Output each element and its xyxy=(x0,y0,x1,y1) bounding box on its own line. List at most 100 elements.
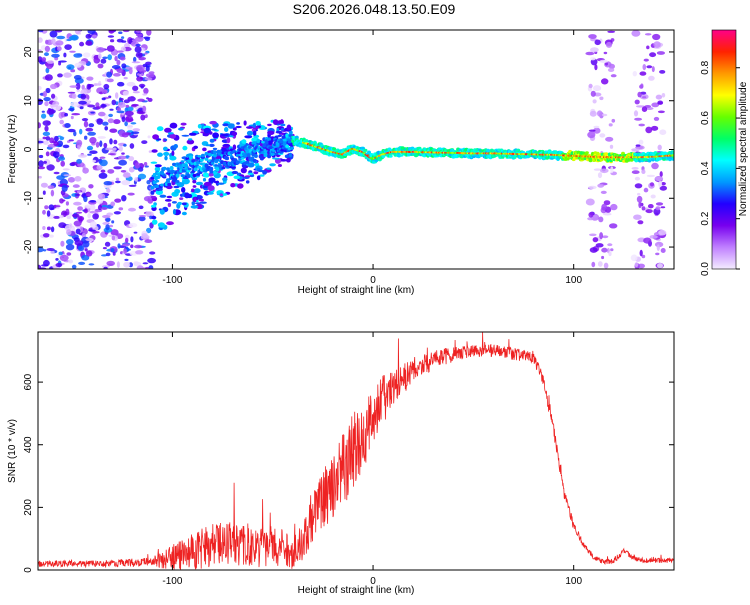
heatmap-noise-cell xyxy=(64,123,71,128)
heatmap-energy-cell xyxy=(280,123,286,127)
heatmap-ridge-cell xyxy=(261,140,266,144)
heatmap-noise-cell xyxy=(588,129,596,132)
heatmap-ridge-cell xyxy=(285,144,290,148)
heatmap-noise-cell xyxy=(41,113,47,119)
heatmap-energy-cell xyxy=(169,155,177,161)
heatmap-energy-cell xyxy=(157,152,163,157)
heatmap-noise-cell xyxy=(49,104,59,108)
heatmap-ridge-cell xyxy=(150,190,155,195)
heatmap-energy-cell xyxy=(253,171,259,175)
heatmap-noise-cell xyxy=(105,147,114,151)
heatmap-noise-cell xyxy=(659,70,666,74)
heatmap-noise-cell xyxy=(654,176,664,182)
heatmap-noise-cell xyxy=(134,177,139,182)
heatmap-noise-cell xyxy=(74,30,81,34)
heatmap-noise-cell xyxy=(77,206,83,211)
colorbar: 0.0 0.2 0.4 0.6 0.8 Normalized spectral ampl… xyxy=(700,29,749,276)
heatmap-energy-cell xyxy=(150,195,156,199)
heatmap-noise-cell xyxy=(116,50,124,53)
heatmap-noise-cell xyxy=(136,76,144,82)
heatmap-energy-cell xyxy=(245,180,250,184)
heatmap-ridge-cell xyxy=(237,151,241,154)
heatmap-noise-cell xyxy=(88,263,95,266)
heatmap-noise-cell xyxy=(593,125,600,129)
snr-ylabel: SNR (10 * v/v) xyxy=(7,419,18,483)
heatmap-energy-cell xyxy=(213,180,220,184)
heatmap-noise-cell xyxy=(638,201,642,209)
heatmap-noise-cell xyxy=(655,94,663,100)
heatmap-noise-cell xyxy=(107,35,115,38)
heatmap-noise-cell xyxy=(133,261,142,267)
heatmap-noise-cell xyxy=(648,75,655,81)
heatmap-noise-cell xyxy=(83,195,88,203)
heatmap-noise-cell xyxy=(46,210,51,217)
heatmap-noise-cell xyxy=(87,212,91,219)
heatmap-energy-cell xyxy=(151,206,157,212)
heatmap-noise-cell xyxy=(121,152,125,155)
heatmap-noise-cell xyxy=(54,135,59,142)
heatmap-noise-cell xyxy=(111,99,117,106)
heatmap-noise-cell xyxy=(86,83,92,90)
colorbar-frame xyxy=(711,29,737,270)
heatmap-energy-cell xyxy=(208,143,215,147)
heatmap-noise-cell xyxy=(97,63,104,69)
heatmap-noise-cell xyxy=(642,64,647,71)
heatmap-noise-cell xyxy=(46,164,55,171)
heatmap-noise-cell xyxy=(44,74,53,81)
heatmap-ridge-cell xyxy=(193,167,198,172)
heatmap-noise-cell xyxy=(105,252,111,257)
heatmap-ridge-cell xyxy=(192,173,197,178)
heatmap-noise-cell xyxy=(124,110,134,117)
heatmap-noise-cell xyxy=(42,190,46,195)
heatmap-noise-cell xyxy=(87,153,92,156)
heatmap-noise-cell xyxy=(61,184,68,192)
heatmap-noise-cell xyxy=(70,101,80,107)
heatmap-noise-cell xyxy=(103,83,110,90)
heatmap-noise-cell xyxy=(95,102,100,108)
heatmap-noise-cell xyxy=(605,41,613,48)
heatmap-noise-cell xyxy=(607,243,613,247)
heatmap-ridge-cell xyxy=(182,176,187,180)
heatmap-energy-cell xyxy=(186,139,195,145)
heatmap-noise-cell xyxy=(142,93,148,96)
heatmap-ridge-cell xyxy=(267,137,272,142)
heatmap-noise-cell xyxy=(86,76,94,81)
heatmap-energy-cell xyxy=(217,182,225,185)
heatmap-noise-cell xyxy=(599,59,608,64)
heatmap-noise-cell xyxy=(81,84,85,90)
heatmap-noise-cell xyxy=(79,41,85,47)
heatmap-ridge-cell xyxy=(388,154,393,158)
heatmap-energy-cell xyxy=(256,175,261,181)
heatmap-ridge-cell xyxy=(521,150,526,154)
heatmap-energy-cell xyxy=(193,188,201,194)
heatmap-noise-cell xyxy=(78,154,87,158)
heatmap-noise-cell xyxy=(41,264,49,267)
heatmap-noise-cell xyxy=(64,112,68,117)
heatmap-noise-cell xyxy=(658,180,663,188)
heatmap-noise-cell xyxy=(593,127,601,134)
heatmap-cells xyxy=(38,30,674,269)
heatmap-noise-cell xyxy=(42,226,46,230)
heatmap-noise-cell xyxy=(136,72,145,76)
heatmap-ridge-cell xyxy=(584,151,589,155)
heatmap-noise-cell xyxy=(74,240,84,246)
heatmap-noise-cell xyxy=(588,34,597,39)
heatmap-noise-cell xyxy=(135,250,144,255)
heatmap-noise-cell xyxy=(38,122,41,129)
heatmap-noise-cell xyxy=(107,118,114,124)
heatmap-energy-cell xyxy=(180,122,187,126)
heatmap-energy-cell xyxy=(247,172,254,175)
heatmap-energy-cell xyxy=(195,181,203,186)
heatmap-energy-cell xyxy=(151,215,157,220)
snr-xtick-label: -100 xyxy=(162,576,182,587)
heatmap-noise-cell xyxy=(121,116,126,123)
heatmap-noise-cell xyxy=(632,71,637,77)
heatmap-ridge-cell xyxy=(162,166,167,171)
heatmap-energy-cell xyxy=(154,164,162,168)
heatmap-noise-cell xyxy=(125,104,130,108)
heatmap-ridge-cell xyxy=(361,147,365,150)
heatmap-noise-cell xyxy=(76,139,83,147)
heatmap-xtick-label: 0 xyxy=(370,275,376,286)
heatmap-noise-cell xyxy=(115,177,120,181)
heatmap-noise-cell xyxy=(125,237,129,243)
